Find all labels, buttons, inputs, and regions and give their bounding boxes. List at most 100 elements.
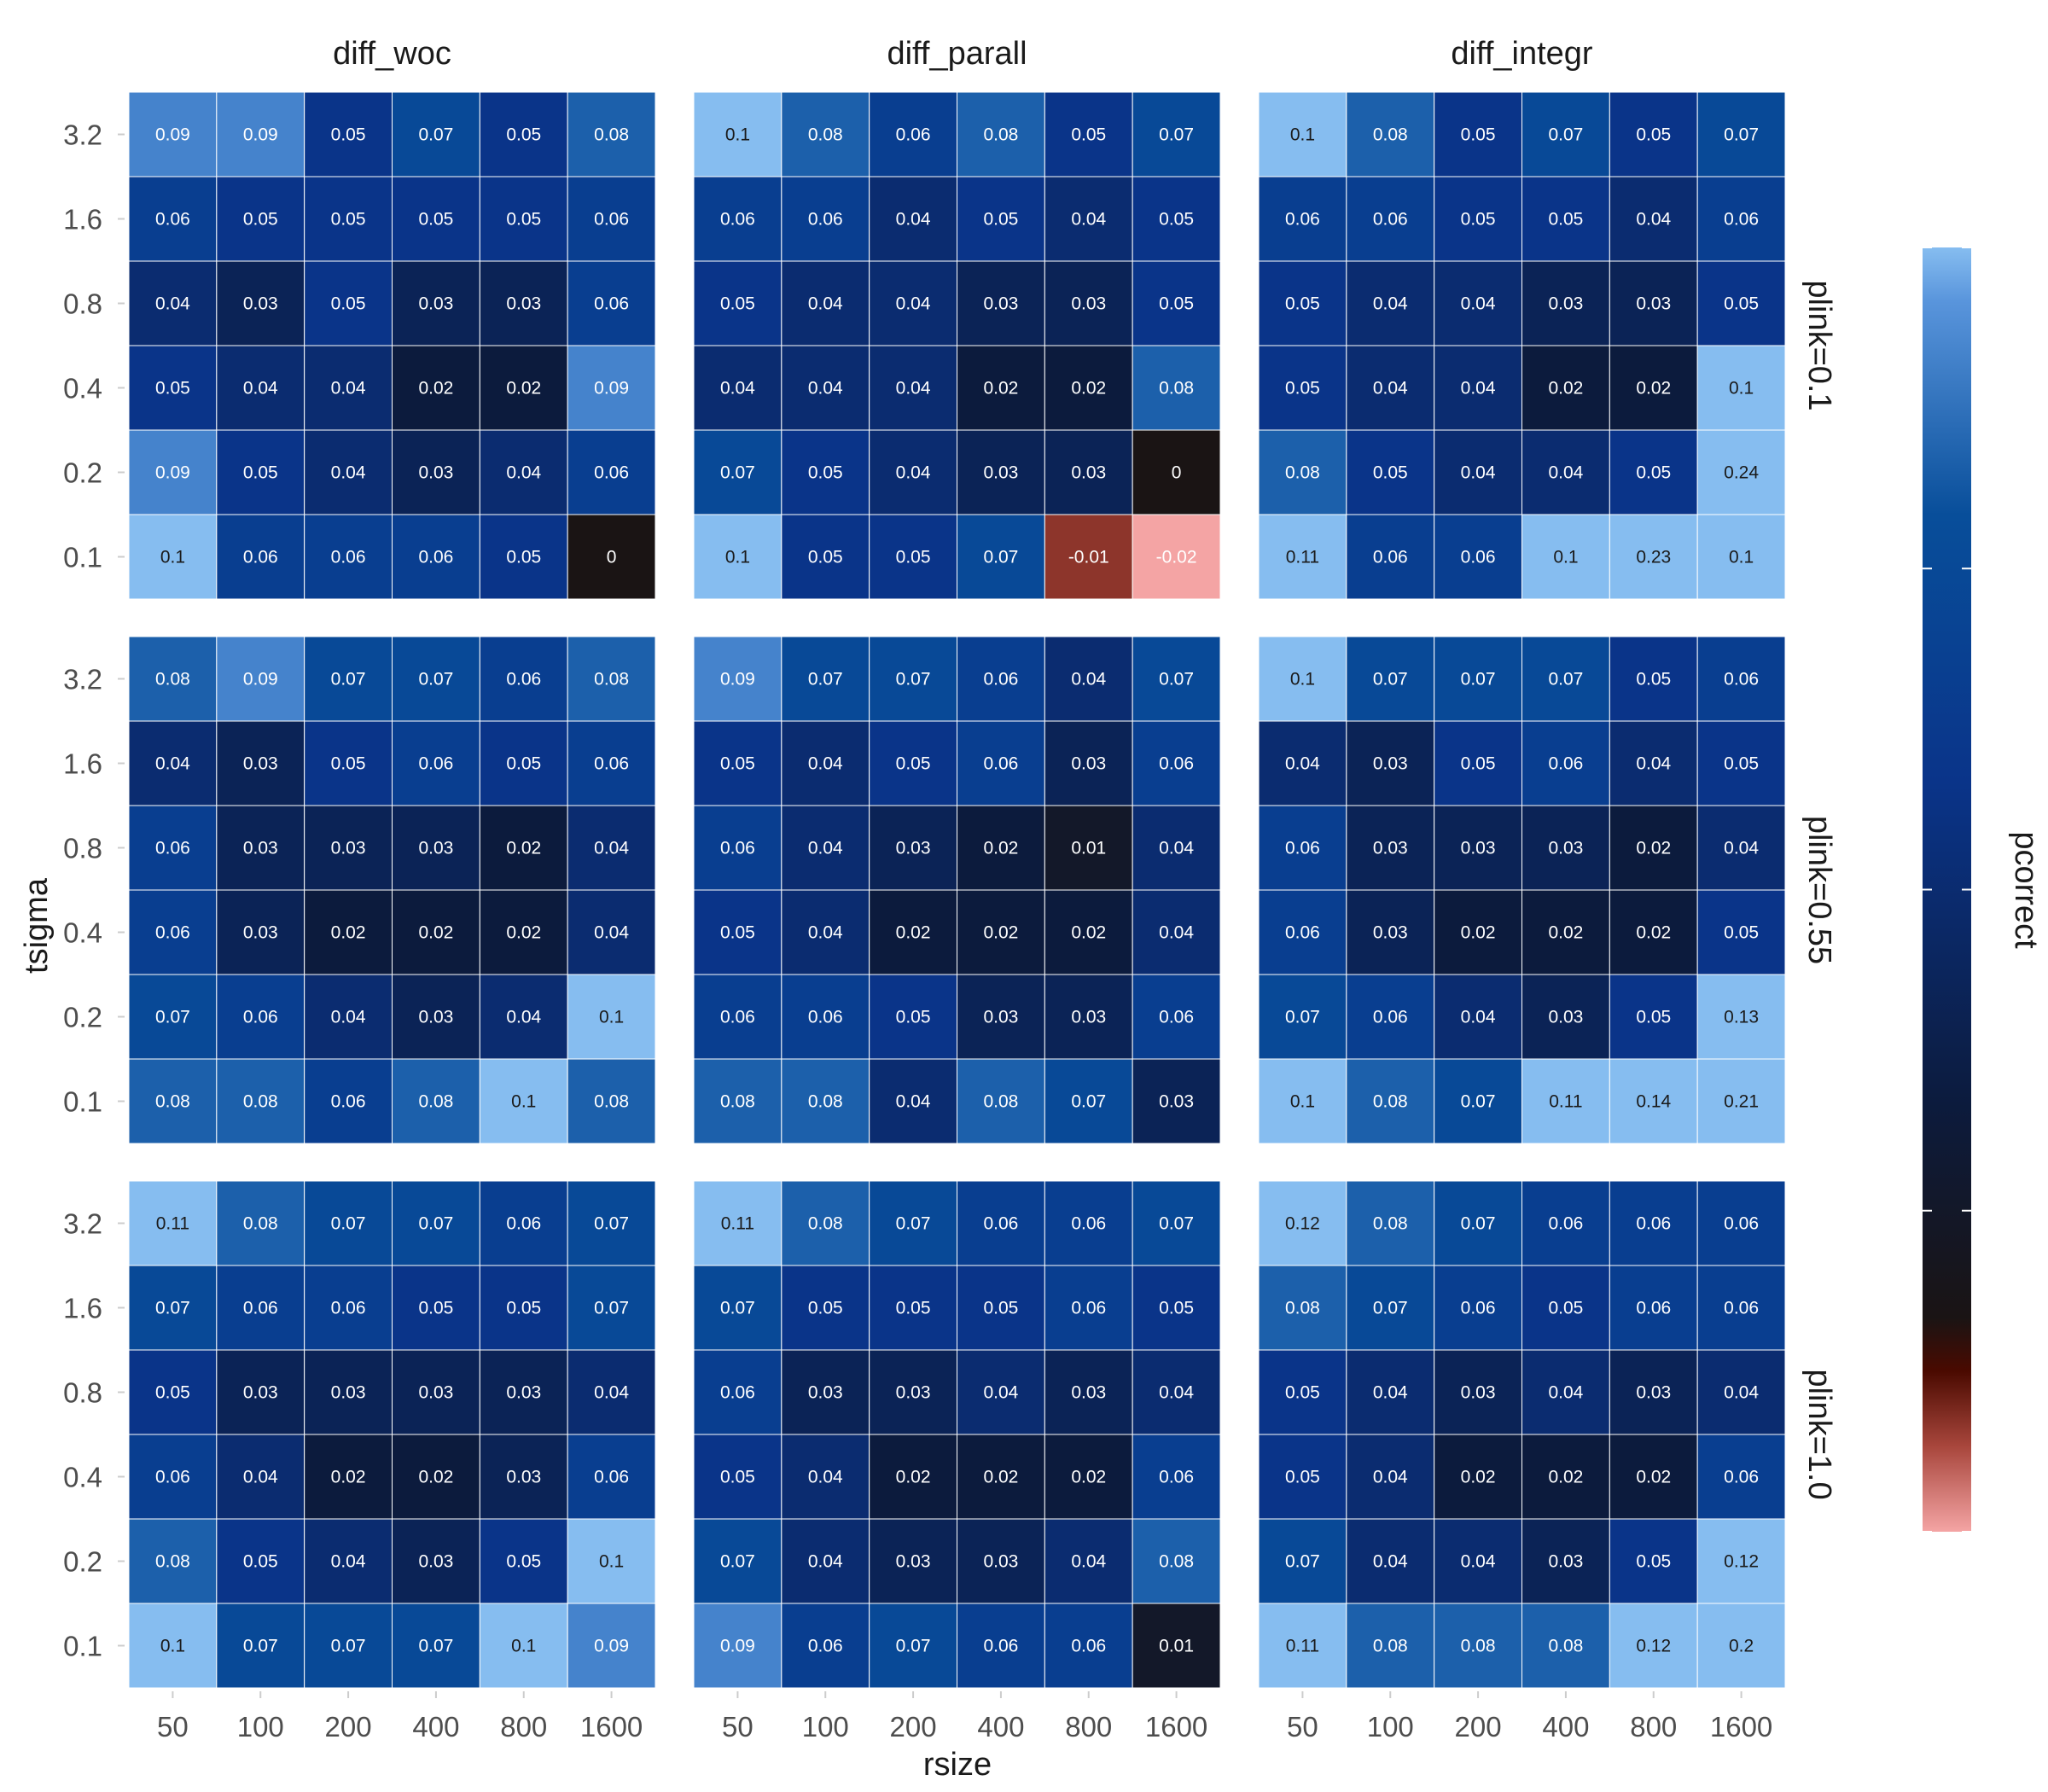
cell-value-label: 0.05 (243, 210, 278, 230)
facet-row-label: plink=1.0 (1801, 1369, 1837, 1499)
cell-value-label: 0.09 (594, 1637, 629, 1656)
heatmap-cell (1346, 345, 1435, 431)
cell-value-label: 0.03 (1071, 1383, 1106, 1403)
cell-value-label: 0.05 (1285, 379, 1320, 399)
cell-value-label: 0.05 (1636, 1008, 1671, 1027)
cell-value-label: 0.05 (1159, 210, 1194, 230)
cell-value-label: 0.08 (1285, 463, 1320, 483)
heatmap-cell (392, 514, 480, 600)
cell-value-label: 0.04 (983, 1383, 1018, 1403)
heatmap-cell (479, 1518, 568, 1604)
heatmap-cell (128, 1349, 218, 1435)
cell-value-label: 0.05 (418, 210, 453, 230)
cell-value-label: 0.02 (506, 379, 541, 399)
y-tick-label: 0.1 (63, 1631, 102, 1662)
heatmap-cell (567, 345, 656, 431)
x-tick-label: 50 (1287, 1711, 1318, 1743)
cell-value-label: 0.1 (511, 1637, 536, 1656)
cell-value-label: 0.1 (1290, 670, 1315, 689)
heatmap-cell (1258, 974, 1347, 1060)
cell-value-label: 0.09 (720, 670, 755, 689)
cell-value-label: 0.04 (1373, 1552, 1408, 1572)
cell-value-label: 0.03 (243, 754, 278, 774)
heatmap-cell (1258, 1180, 1347, 1266)
heatmap-cell (567, 1180, 656, 1266)
heatmap-cell (567, 1058, 656, 1144)
heatmap-cell (1696, 514, 1786, 600)
x-tick-label: 800 (1065, 1711, 1112, 1743)
cell-value-label: 0.04 (808, 379, 843, 399)
cell-value-label: 0.14 (1636, 1092, 1671, 1112)
heatmap-cell (781, 176, 870, 262)
heatmap-cell (1132, 91, 1221, 177)
heatmap-cell (781, 1434, 870, 1520)
heatmap-cell (567, 889, 656, 975)
heatmap-cell (957, 889, 1045, 975)
cell-value-label: 0.08 (720, 1092, 755, 1112)
cell-value-label: 0.05 (506, 210, 541, 230)
y-tick-label: 0.2 (63, 457, 102, 489)
heatmap-cell (128, 636, 218, 722)
cell-value-label: 0.11 (721, 1214, 754, 1234)
cell-value-label: 0.07 (331, 670, 366, 689)
heatmap-cell (1521, 1180, 1610, 1266)
facet-column-label: diff_parall (887, 36, 1027, 72)
heatmap-cell (1258, 1058, 1347, 1144)
heatmap-cell (567, 636, 656, 722)
heatmap-cell (1521, 514, 1610, 600)
heatmap-cell (1258, 91, 1347, 177)
heatmap-cell (1346, 636, 1435, 722)
cell-value-label: 0.23 (1636, 548, 1671, 567)
heatmap-cell (392, 805, 480, 891)
heatmap-cell (567, 1518, 656, 1604)
cell-value-label: 0.08 (983, 125, 1018, 145)
cell-value-label: 0.05 (1159, 1299, 1194, 1318)
cell-value-label: 0.07 (243, 1637, 278, 1656)
cell-value-label: 0.04 (1636, 210, 1671, 230)
heatmap-cell (304, 91, 393, 177)
heatmap-cell (304, 1518, 393, 1604)
heatmap-cell (1434, 1518, 1522, 1604)
heatmap-cell (693, 805, 783, 891)
cell-value-label: 0.05 (1285, 294, 1320, 314)
cell-value-label: 0.03 (1373, 754, 1408, 774)
cell-value-label: 0.06 (720, 210, 755, 230)
heatmap-cell (392, 720, 480, 806)
y-tick-label: 0.8 (63, 833, 102, 864)
legend-title: pcorrect (2008, 831, 2044, 949)
heatmap-cell (1434, 720, 1522, 806)
heatmap-cell (1258, 260, 1347, 346)
heatmap-cell (1521, 889, 1610, 975)
cell-value-label: 0.07 (1285, 1008, 1320, 1027)
heatmap-cell (567, 514, 656, 600)
cell-value-label: 0.08 (808, 1092, 843, 1112)
heatmap-cell (128, 176, 218, 262)
y-tick-label: 0.2 (63, 1546, 102, 1578)
heatmap-cell (479, 974, 568, 1060)
heatmap-cell (392, 1265, 480, 1351)
cell-value-label: 0.08 (1373, 1214, 1408, 1234)
heatmap-panel: 0.1 0.08 0.06 0.08 0.05 0.07 0.06 0.06 0.04 0.05 0… (693, 91, 1221, 600)
cell-value-label: 0.04 (896, 379, 931, 399)
cell-value-label: 0.1 (599, 1008, 624, 1027)
cell-value-label: 0.07 (418, 1214, 453, 1234)
cell-value-label: 0.06 (983, 1637, 1018, 1656)
heatmap-cell (1044, 1349, 1133, 1435)
cell-value-label: 0.03 (331, 1383, 366, 1403)
heatmap-cell (1609, 1603, 1698, 1689)
cell-value-label: 0.04 (1461, 379, 1496, 399)
cell-value-label: 0.11 (1286, 548, 1319, 567)
cell-value-label: 0.06 (594, 463, 629, 483)
cell-value-label: 0.04 (1461, 463, 1496, 483)
heatmap-cell (216, 720, 305, 806)
cell-value-label: 0.01 (1159, 1637, 1194, 1656)
cell-value-label: 0.05 (331, 125, 366, 145)
heatmap-cell (392, 345, 480, 431)
colorbar-legend: pcorrect (1923, 247, 2044, 1533)
cell-value-label: 0.04 (1724, 839, 1759, 858)
cell-value-label: 0.1 (1290, 125, 1315, 145)
x-tick-label: 1600 (580, 1711, 643, 1743)
cell-value-label: 0.05 (1724, 923, 1759, 943)
heatmap-cell (957, 1180, 1045, 1266)
cell-value-label: 0.08 (808, 1214, 843, 1234)
